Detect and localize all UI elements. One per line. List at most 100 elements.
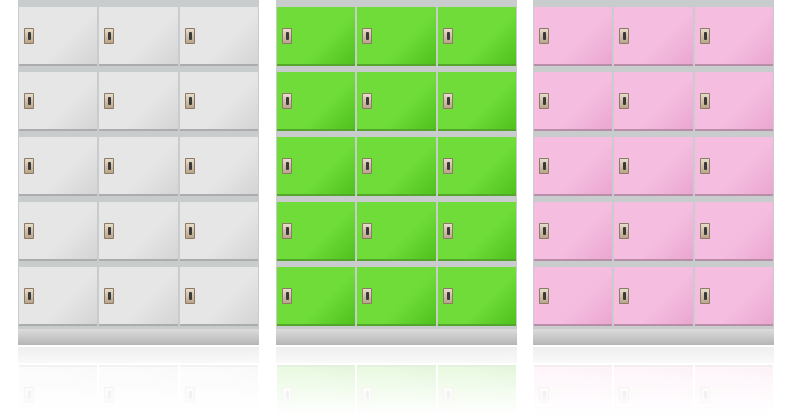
- lock-icon: [282, 223, 292, 239]
- locker-door-reflection: [179, 365, 258, 415]
- locker-base: [533, 329, 774, 345]
- lock-icon: [104, 387, 115, 403]
- lock-icon: [282, 387, 292, 403]
- locker-door: [614, 202, 693, 261]
- locker-door: [437, 202, 516, 261]
- lock-icon: [699, 387, 710, 403]
- locker-door: [277, 7, 356, 66]
- lock-icon: [699, 223, 710, 239]
- lock-icon: [539, 387, 549, 403]
- locker-base: [276, 329, 517, 345]
- lock-icon: [104, 288, 115, 304]
- lock-icon: [442, 223, 453, 239]
- lock-icon: [539, 223, 549, 239]
- lock-icon: [24, 28, 34, 44]
- lock-icon: [24, 223, 34, 239]
- locker-door: [19, 7, 98, 66]
- lock-icon: [282, 158, 292, 174]
- locker-door-reflection: [694, 365, 773, 415]
- locker-door: [179, 137, 258, 196]
- lock-icon: [362, 223, 373, 239]
- lock-icon: [699, 288, 710, 304]
- lock-icon: [539, 288, 549, 304]
- locker-door: [694, 72, 773, 131]
- locker-door: [534, 267, 613, 326]
- locker-door: [694, 137, 773, 196]
- locker-door-reflection: [19, 365, 98, 415]
- locker-door: [99, 267, 178, 326]
- locker-door-reflection: [534, 365, 613, 415]
- lock-icon: [539, 93, 549, 109]
- lock-icon: [619, 223, 630, 239]
- locker-door: [694, 7, 773, 66]
- lock-icon: [442, 93, 453, 109]
- locker-door: [614, 137, 693, 196]
- lock-icon: [619, 387, 630, 403]
- locker-door: [277, 267, 356, 326]
- lock-icon: [104, 223, 115, 239]
- lock-icon: [24, 387, 34, 403]
- locker-door-reflection: [437, 365, 516, 415]
- locker-door: [437, 72, 516, 131]
- locker-door: [614, 72, 693, 131]
- lock-icon: [362, 28, 373, 44]
- locker-cabinet-green: [276, 0, 517, 345]
- lock-icon: [362, 387, 373, 403]
- locker-door-reflection: [99, 365, 178, 415]
- locker-door: [277, 202, 356, 261]
- locker-door: [99, 7, 178, 66]
- locker-door: [357, 137, 436, 196]
- lock-icon: [104, 93, 115, 109]
- lock-icon: [184, 387, 195, 403]
- lock-icon: [362, 93, 373, 109]
- locker-door-reflection: [357, 365, 436, 415]
- locker-base-reflection: [533, 347, 774, 363]
- locker-base: [18, 329, 259, 345]
- locker-door: [19, 267, 98, 326]
- lock-icon: [362, 158, 373, 174]
- locker-door: [19, 202, 98, 261]
- lock-icon: [104, 28, 115, 44]
- locker-door: [179, 7, 258, 66]
- locker-door: [534, 202, 613, 261]
- locker-door: [277, 137, 356, 196]
- lock-icon: [184, 288, 195, 304]
- locker-base-reflection: [276, 347, 517, 363]
- locker-door: [19, 137, 98, 196]
- locker-door: [99, 202, 178, 261]
- lock-icon: [282, 93, 292, 109]
- lock-icon: [619, 28, 630, 44]
- lock-icon: [24, 93, 34, 109]
- locker-cabinet-gray: [18, 0, 259, 345]
- locker-door: [694, 202, 773, 261]
- lock-icon: [104, 158, 115, 174]
- locker-reflection: [533, 347, 774, 415]
- locker-door: [179, 202, 258, 261]
- locker-door: [179, 267, 258, 326]
- lock-icon: [282, 288, 292, 304]
- locker-door: [534, 137, 613, 196]
- locker-door: [694, 267, 773, 326]
- locker-door: [357, 267, 436, 326]
- lock-icon: [442, 28, 453, 44]
- lock-icon: [24, 288, 34, 304]
- lock-icon: [699, 93, 710, 109]
- lock-icon: [184, 93, 195, 109]
- locker-door: [277, 72, 356, 131]
- lock-icon: [539, 28, 549, 44]
- locker-door: [179, 72, 258, 131]
- lock-icon: [619, 93, 630, 109]
- locker-reflection: [276, 347, 517, 415]
- locker-door: [437, 267, 516, 326]
- locker-door: [614, 7, 693, 66]
- lock-icon: [442, 288, 453, 304]
- locker-door: [99, 72, 178, 131]
- lock-icon: [699, 158, 710, 174]
- locker-door: [534, 7, 613, 66]
- locker-door: [534, 72, 613, 131]
- lock-icon: [24, 158, 34, 174]
- locker-door: [357, 72, 436, 131]
- locker-door: [99, 137, 178, 196]
- lock-icon: [442, 158, 453, 174]
